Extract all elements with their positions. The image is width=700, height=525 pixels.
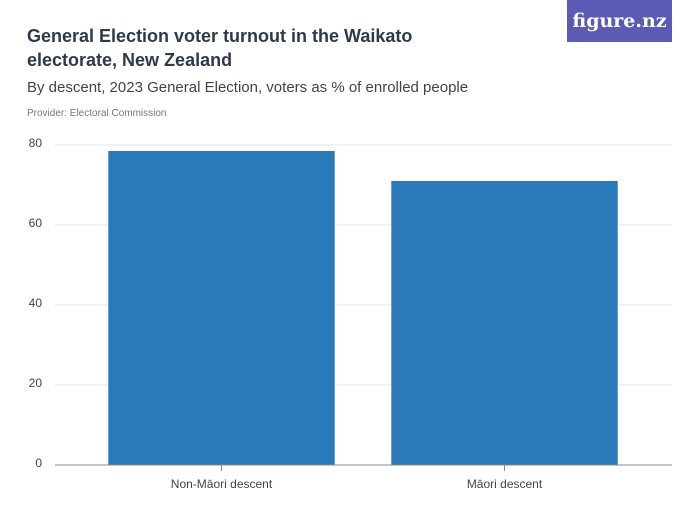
y-tick-label: 80 [29, 136, 43, 150]
y-tick-label: 60 [29, 216, 43, 230]
y-tick-label: 20 [29, 376, 43, 390]
x-tick-label: Non-Māori descent [171, 477, 273, 491]
chart-title: General Election voter turnout in the Wa… [27, 26, 413, 70]
logo[interactable]: figure.nz [567, 0, 672, 42]
x-tick-label: Māori descent [467, 477, 543, 491]
chart-subtitle: By descent, 2023 General Election, voter… [27, 79, 469, 96]
provider: Provider: Electoral Commission [27, 108, 167, 119]
bar [108, 151, 335, 465]
y-tick-label: 0 [35, 456, 42, 470]
bar [391, 181, 618, 465]
y-tick-label: 40 [29, 296, 43, 310]
